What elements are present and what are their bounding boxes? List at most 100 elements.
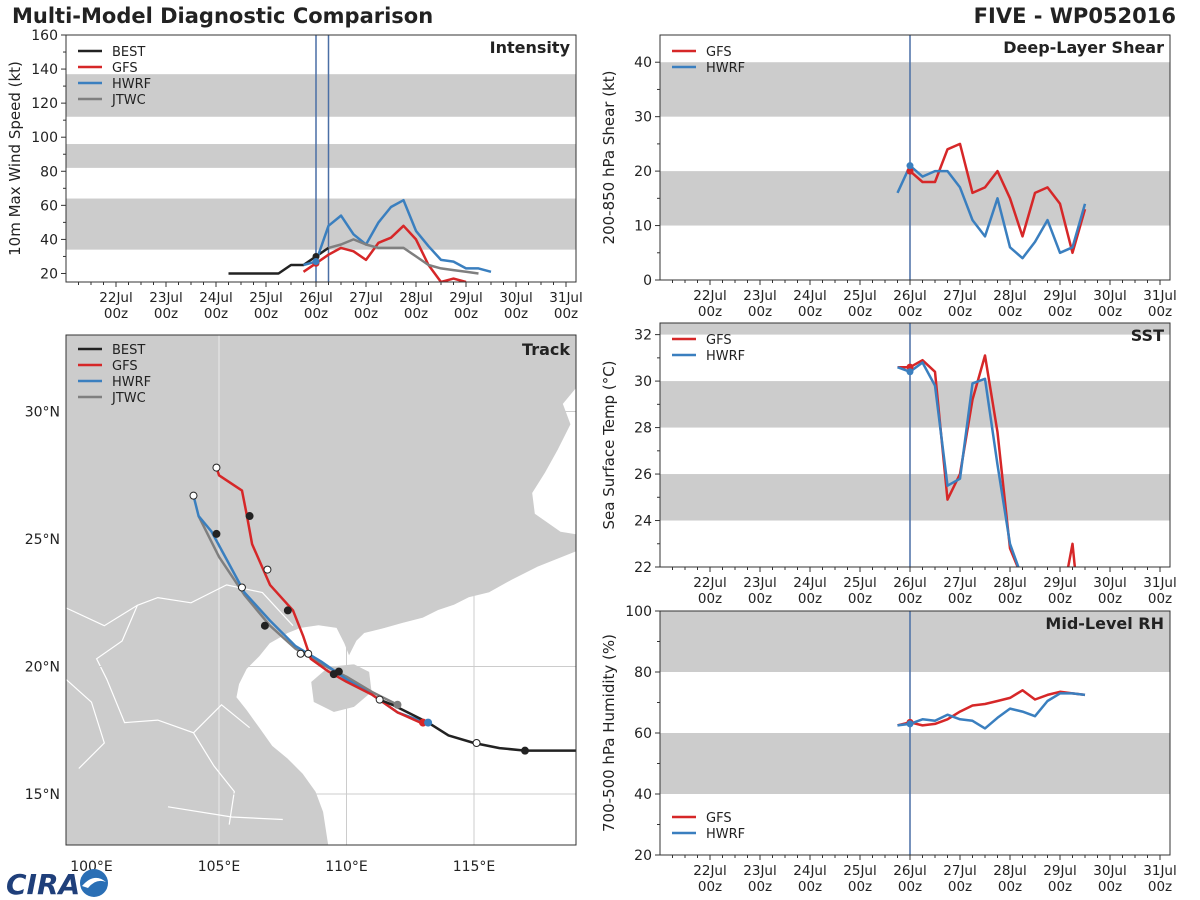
track-position-point <box>283 606 292 615</box>
intensity-xtick-hour: 00z <box>454 306 478 322</box>
rh-xtick-hour: 00z <box>848 879 872 895</box>
intensity-xtick-date: 22Jul <box>99 290 132 306</box>
rh-series-gfs <box>897 689 1086 727</box>
sst-shaded-band <box>660 381 1170 428</box>
rh-xtick-hour: 00z <box>898 879 922 895</box>
shear-xtick-hour: 00z <box>1048 304 1072 320</box>
intensity-xtick-date: 29Jul <box>449 290 482 306</box>
shear-shaded-band <box>660 171 1170 226</box>
track-xtick-label: 105°E <box>198 859 241 875</box>
intensity-xtick-hour: 00z <box>204 306 228 322</box>
shear-init-point-gfs <box>906 167 914 175</box>
shear-xtick-date: 28Jul <box>993 288 1026 304</box>
track-position-point <box>245 512 254 521</box>
storm-identifier: FIVE - WP052016 <box>973 4 1176 28</box>
rh-xtick-date: 24Jul <box>793 863 826 879</box>
shear-init-point-hwrf <box>906 162 914 170</box>
shear-xtick-hour: 00z <box>948 304 972 320</box>
intensity-init-point-best <box>312 252 320 260</box>
shear-xtick-date: 29Jul <box>1043 288 1076 304</box>
shear-xtick-hour: 00z <box>698 304 722 320</box>
intensity-ytick-label: 60 <box>40 198 58 214</box>
sst-ytick-label: 22 <box>634 560 652 576</box>
sst-xtick-date: 28Jul <box>993 575 1026 591</box>
intensity-shaded-band <box>66 74 576 117</box>
intensity-ytick-label: 120 <box>31 96 58 112</box>
track-position-point <box>472 739 481 747</box>
rh-xtick-hour: 00z <box>1048 879 1072 895</box>
track-legend-label-hwrf: HWRF <box>112 375 151 390</box>
intensity-plot-frame <box>65 34 577 283</box>
sst-xtick-hour: 00z <box>698 591 722 607</box>
shear-legend-label-gfs: GFS <box>706 45 732 60</box>
sst-shaded-band <box>660 323 1170 335</box>
sst-xtick-date: 25Jul <box>843 575 876 591</box>
track-position-point <box>212 463 221 472</box>
intensity-xtick-date: 30Jul <box>499 290 532 306</box>
rh-xtick-date: 25Jul <box>843 863 876 879</box>
sst-init-point-hwrf <box>906 368 914 376</box>
intensity-xtick-date: 23Jul <box>149 290 182 306</box>
sst-xtick-hour: 00z <box>748 591 772 607</box>
rh-xtick-date: 22Jul <box>693 863 726 879</box>
track-plot-frame <box>65 334 577 846</box>
rh-ytick-label: 100 <box>625 604 652 620</box>
track-xtick-label: 100°E <box>70 859 113 875</box>
cira-logo-globe-icon <box>80 869 108 897</box>
sst-panel-title: SST <box>1131 326 1164 345</box>
track-position-point <box>212 529 221 538</box>
track-position-point <box>263 565 272 574</box>
cira-logo-swirl-icon <box>82 877 106 888</box>
track-position-point <box>260 621 269 630</box>
intensity-ylabel: 10m Max Wind Speed (kt) <box>6 61 24 256</box>
shear-xtick-hour: 00z <box>1148 304 1172 320</box>
rh-legend-label-gfs: GFS <box>706 811 732 826</box>
track-xtick-label: 115°E <box>453 859 496 875</box>
intensity-ytick-label: 140 <box>31 62 58 78</box>
sst-panel: 22242628303222Jul00z23Jul00z24Jul00z25Ju… <box>600 322 1177 607</box>
sst-xtick-date: 27Jul <box>943 575 976 591</box>
intensity-series-gfs <box>302 224 467 282</box>
track-position-point <box>375 695 384 704</box>
intensity-legend-label-jtwc: JTWC <box>111 93 146 108</box>
sst-plot-frame <box>659 322 1171 568</box>
sst-xtick-hour: 00z <box>1048 591 1072 607</box>
track-legend-label-jtwc: JTWC <box>111 391 146 406</box>
intensity-shaded-band <box>66 198 576 250</box>
rh-xtick-date: 29Jul <box>1043 863 1076 879</box>
shear-xtick-date: 27Jul <box>943 288 976 304</box>
sst-xtick-date: 29Jul <box>1043 575 1076 591</box>
intensity-series-jtwc <box>328 238 479 275</box>
sst-xtick-hour: 00z <box>948 591 972 607</box>
sst-legend-label-gfs: GFS <box>706 333 732 348</box>
intensity-ytick-label: 20 <box>40 266 58 282</box>
track-panel-title: Track <box>522 340 570 359</box>
shear-ytick-label: 20 <box>634 164 652 180</box>
cira-logo-text: CIRA <box>6 868 80 900</box>
shear-ytick-label: 30 <box>634 110 652 126</box>
shear-xtick-date: 24Jul <box>793 288 826 304</box>
track-country-border <box>66 584 294 627</box>
intensity-xtick-hour: 00z <box>504 306 528 322</box>
rh-xtick-hour: 00z <box>748 879 772 895</box>
track-position-point <box>189 491 198 500</box>
rh-xtick-date: 27Jul <box>943 863 976 879</box>
sst-ytick-label: 26 <box>634 467 652 483</box>
track-legend-label-best: BEST <box>112 343 145 358</box>
sst-ylabel: Sea Surface Temp (°C) <box>600 360 618 529</box>
track-position-point <box>334 667 343 676</box>
intensity-panel: 2040608010012014016022Jul00z23Jul00z24Ju… <box>6 28 583 322</box>
intensity-xtick-hour: 00z <box>104 306 128 322</box>
intensity-shaded-band <box>66 144 576 168</box>
rh-ylabel: 700-500 hPa Humidity (%) <box>600 634 618 832</box>
intensity-xtick-hour: 00z <box>154 306 178 322</box>
sst-series-hwrf <box>897 361 1020 567</box>
intensity-legend-label-best: BEST <box>112 45 145 60</box>
shear-panel-title: Deep-Layer Shear <box>1003 38 1164 57</box>
sst-legend-label-hwrf: HWRF <box>706 349 745 364</box>
shear-xtick-hour: 00z <box>898 304 922 320</box>
shear-xtick-hour: 00z <box>998 304 1022 320</box>
rh-xtick-date: 26Jul <box>893 863 926 879</box>
track-position-point <box>237 583 246 592</box>
intensity-xtick-date: 25Jul <box>249 290 282 306</box>
